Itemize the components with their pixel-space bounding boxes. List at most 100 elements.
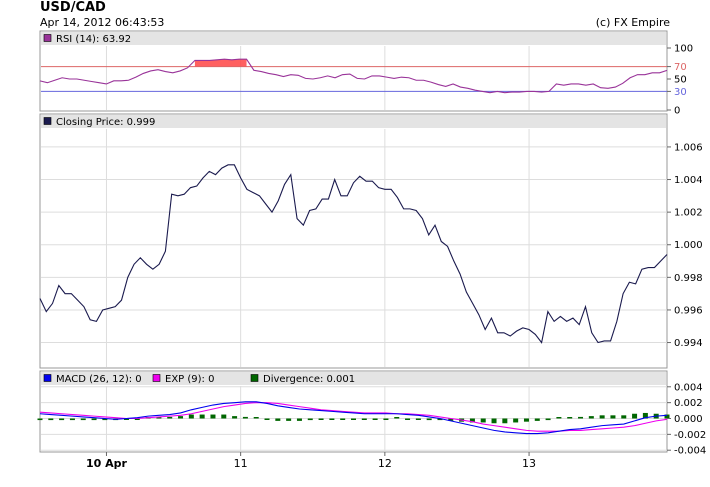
macd-legend-swatch xyxy=(43,374,52,382)
divergence-bar-50 xyxy=(578,416,584,419)
divergence-bar-13 xyxy=(178,416,184,419)
divergence-bar-15 xyxy=(199,414,205,419)
price-tick-label-2: 1.002 xyxy=(674,208,703,219)
divergence-bar-8 xyxy=(123,418,129,420)
price-panel: Closing Price: 0.999 1.006 1.004 1.002 1.00… xyxy=(39,113,703,369)
macd-legend: MACD (26, 12): 0 xyxy=(56,374,142,385)
divergence-bar-35 xyxy=(415,418,421,420)
price-tick-label-5: 0.996 xyxy=(674,305,703,316)
divergence-bar-30 xyxy=(361,418,367,420)
divergence-bar-25 xyxy=(307,418,313,421)
divergence-bar-27 xyxy=(329,418,335,420)
divergence-bar-43 xyxy=(502,418,508,424)
divergence-bar-48 xyxy=(556,417,562,419)
price-tick-label-6: 0.994 xyxy=(674,338,703,349)
divergence-bar-20 xyxy=(253,417,259,419)
divergence-bar-32 xyxy=(383,418,389,420)
divergence-bar-3 xyxy=(69,418,75,421)
divergence-bar-31 xyxy=(372,418,378,420)
x-tick-label-0: 10 Apr xyxy=(86,457,128,470)
divergence-bar-56 xyxy=(642,412,648,419)
divergence-bar-54 xyxy=(621,415,627,419)
divergence-legend-swatch xyxy=(250,374,259,382)
divergence-bar-33 xyxy=(394,417,400,419)
divergence-bar-58 xyxy=(664,414,670,419)
divergence-bar-0 xyxy=(37,418,43,421)
macd-header-bar xyxy=(41,372,666,385)
divergence-bar-22 xyxy=(275,418,281,421)
price-header-bar xyxy=(41,115,666,128)
rsi-legend: RSI (14): 63.92 xyxy=(56,34,131,45)
price-legend: Closing Price: 0.999 xyxy=(56,117,155,128)
divergence-bar-46 xyxy=(534,418,540,421)
macd-tick-label-0: 0.004 xyxy=(674,382,703,393)
divergence-bar-47 xyxy=(545,418,551,421)
rsi-overbought-area-0 xyxy=(194,59,247,67)
rsi-series-line xyxy=(39,58,668,94)
x-tick-label-2: 12 xyxy=(378,457,392,470)
divergence-bar-38 xyxy=(448,418,454,421)
exp-legend: EXP (9): 0 xyxy=(165,374,214,385)
divergence-bar-6 xyxy=(102,418,108,421)
x-tick-label-3: 13 xyxy=(522,457,536,470)
rsi-header-bar xyxy=(41,32,666,45)
macd-tick-label-3: -0.002 xyxy=(674,430,706,441)
rsi-tick-label-1: 70 xyxy=(674,62,687,73)
divergence-bar-19 xyxy=(242,416,248,419)
divergence-bar-55 xyxy=(632,413,638,419)
price-tick-label-3: 1.000 xyxy=(674,240,703,251)
divergence-bar-28 xyxy=(340,418,346,420)
divergence-bar-17 xyxy=(221,414,227,419)
macd-tick-label-1: 0.002 xyxy=(674,398,703,409)
divergence-bar-34 xyxy=(405,418,411,420)
price-tick-label-4: 0.998 xyxy=(674,273,703,284)
divergence-bar-1 xyxy=(48,418,54,421)
divergence-bar-45 xyxy=(523,418,529,422)
rsi-tick-label-2: 50 xyxy=(674,75,687,86)
rsi-tick-label-0: 100 xyxy=(674,44,693,55)
divergence-bar-41 xyxy=(480,418,486,423)
price-legend-swatch xyxy=(43,117,52,125)
macd-tick-label-4: -0.004 xyxy=(674,446,706,457)
divergence-bar-23 xyxy=(286,418,292,421)
divergence-bar-11 xyxy=(156,416,162,419)
price-series-line xyxy=(39,164,668,344)
x-tick-label-1: 11 xyxy=(234,457,248,470)
price-tick-label-0: 1.006 xyxy=(674,142,703,153)
divergence-bar-24 xyxy=(296,418,302,421)
divergence-bar-51 xyxy=(588,416,594,419)
divergence-bar-9 xyxy=(134,418,140,420)
divergence-legend: Divergence: 0.001 xyxy=(263,374,355,385)
macd-panel: MACD (26, 12): 0 EXP (9): 0 Divergence: … xyxy=(37,370,706,457)
divergence-bar-12 xyxy=(167,416,173,419)
divergence-bar-4 xyxy=(80,418,86,421)
divergence-bar-5 xyxy=(91,418,97,421)
divergence-bar-53 xyxy=(610,415,616,419)
macd-tick-label-2: 0.000 xyxy=(674,414,703,425)
price-tick-label-1: 1.004 xyxy=(674,175,703,186)
macd-series-line xyxy=(39,401,668,435)
timestamp: Apr 14, 2012 06:43:53 xyxy=(40,16,165,29)
divergence-bar-37 xyxy=(437,418,443,421)
divergence-bar-2 xyxy=(59,418,65,421)
divergence-bar-18 xyxy=(232,416,238,419)
divergence-bar-16 xyxy=(210,414,216,419)
divergence-bar-42 xyxy=(491,418,497,424)
divergence-bar-36 xyxy=(426,418,432,421)
price-frame xyxy=(39,113,668,369)
rsi-tick-label-4: 0 xyxy=(674,106,680,117)
copyright: (c) FX Empire xyxy=(595,16,670,29)
divergence-bar-29 xyxy=(351,418,356,420)
divergence-bar-44 xyxy=(513,418,519,423)
divergence-bar-49 xyxy=(567,417,573,419)
divergence-bar-14 xyxy=(188,414,194,419)
symbol-title: USD/CAD xyxy=(40,0,106,15)
rsi-tick-label-3: 30 xyxy=(674,87,687,98)
rsi-legend-swatch xyxy=(43,34,52,42)
divergence-bar-26 xyxy=(318,418,324,420)
divergence-bar-52 xyxy=(599,415,605,419)
divergence-bar-40 xyxy=(469,418,475,423)
divergence-bar-21 xyxy=(264,418,270,420)
